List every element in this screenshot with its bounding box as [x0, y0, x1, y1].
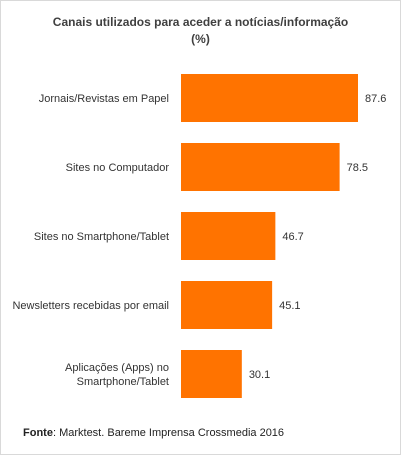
bar-3: [181, 281, 273, 329]
bar-2: [181, 212, 276, 260]
chart-title-block: Canais utilizados para aceder a notícias…: [1, 14, 400, 48]
category-label-4: Aplicações (Apps) no Smartphone/Tablet: [65, 362, 169, 388]
category-label-2: Sites no Smartphone/Tablet: [34, 231, 169, 243]
value-label-3: 45.1: [279, 300, 300, 312]
value-label-4: 30.1: [249, 369, 270, 381]
category-label-line: Jornais/Revistas em Papel: [39, 93, 169, 105]
bar-0: [181, 74, 358, 122]
category-label-line: Smartphone/Tablet: [77, 376, 169, 388]
value-label-0: 87.6: [365, 93, 386, 105]
category-label-1: Sites no Computador: [66, 162, 170, 174]
chart-subtitle: (%): [191, 32, 210, 46]
category-label-line: Newsletters recebidas por email: [12, 300, 169, 312]
chart-title: Canais utilizados para aceder a notícias…: [52, 15, 349, 29]
source-label: Fonte: [23, 427, 53, 439]
category-label-line: Sites no Computador: [66, 162, 170, 174]
source-text: : Marktest. Bareme Imprensa Crossmedia 2…: [52, 427, 285, 439]
category-label-line: Aplicações (Apps) no: [65, 362, 169, 374]
value-label-1: 78.5: [347, 162, 368, 174]
bar-4: [181, 350, 242, 398]
source-note: Fonte: Marktest. Bareme Imprensa Crossme…: [23, 427, 284, 439]
value-label-2: 46.7: [282, 231, 303, 243]
bar-1: [181, 143, 340, 191]
category-label-3: Newsletters recebidas por email: [12, 300, 169, 312]
category-label-0: Jornais/Revistas em Papel: [39, 93, 169, 105]
category-label-line: Sites no Smartphone/Tablet: [34, 231, 169, 243]
